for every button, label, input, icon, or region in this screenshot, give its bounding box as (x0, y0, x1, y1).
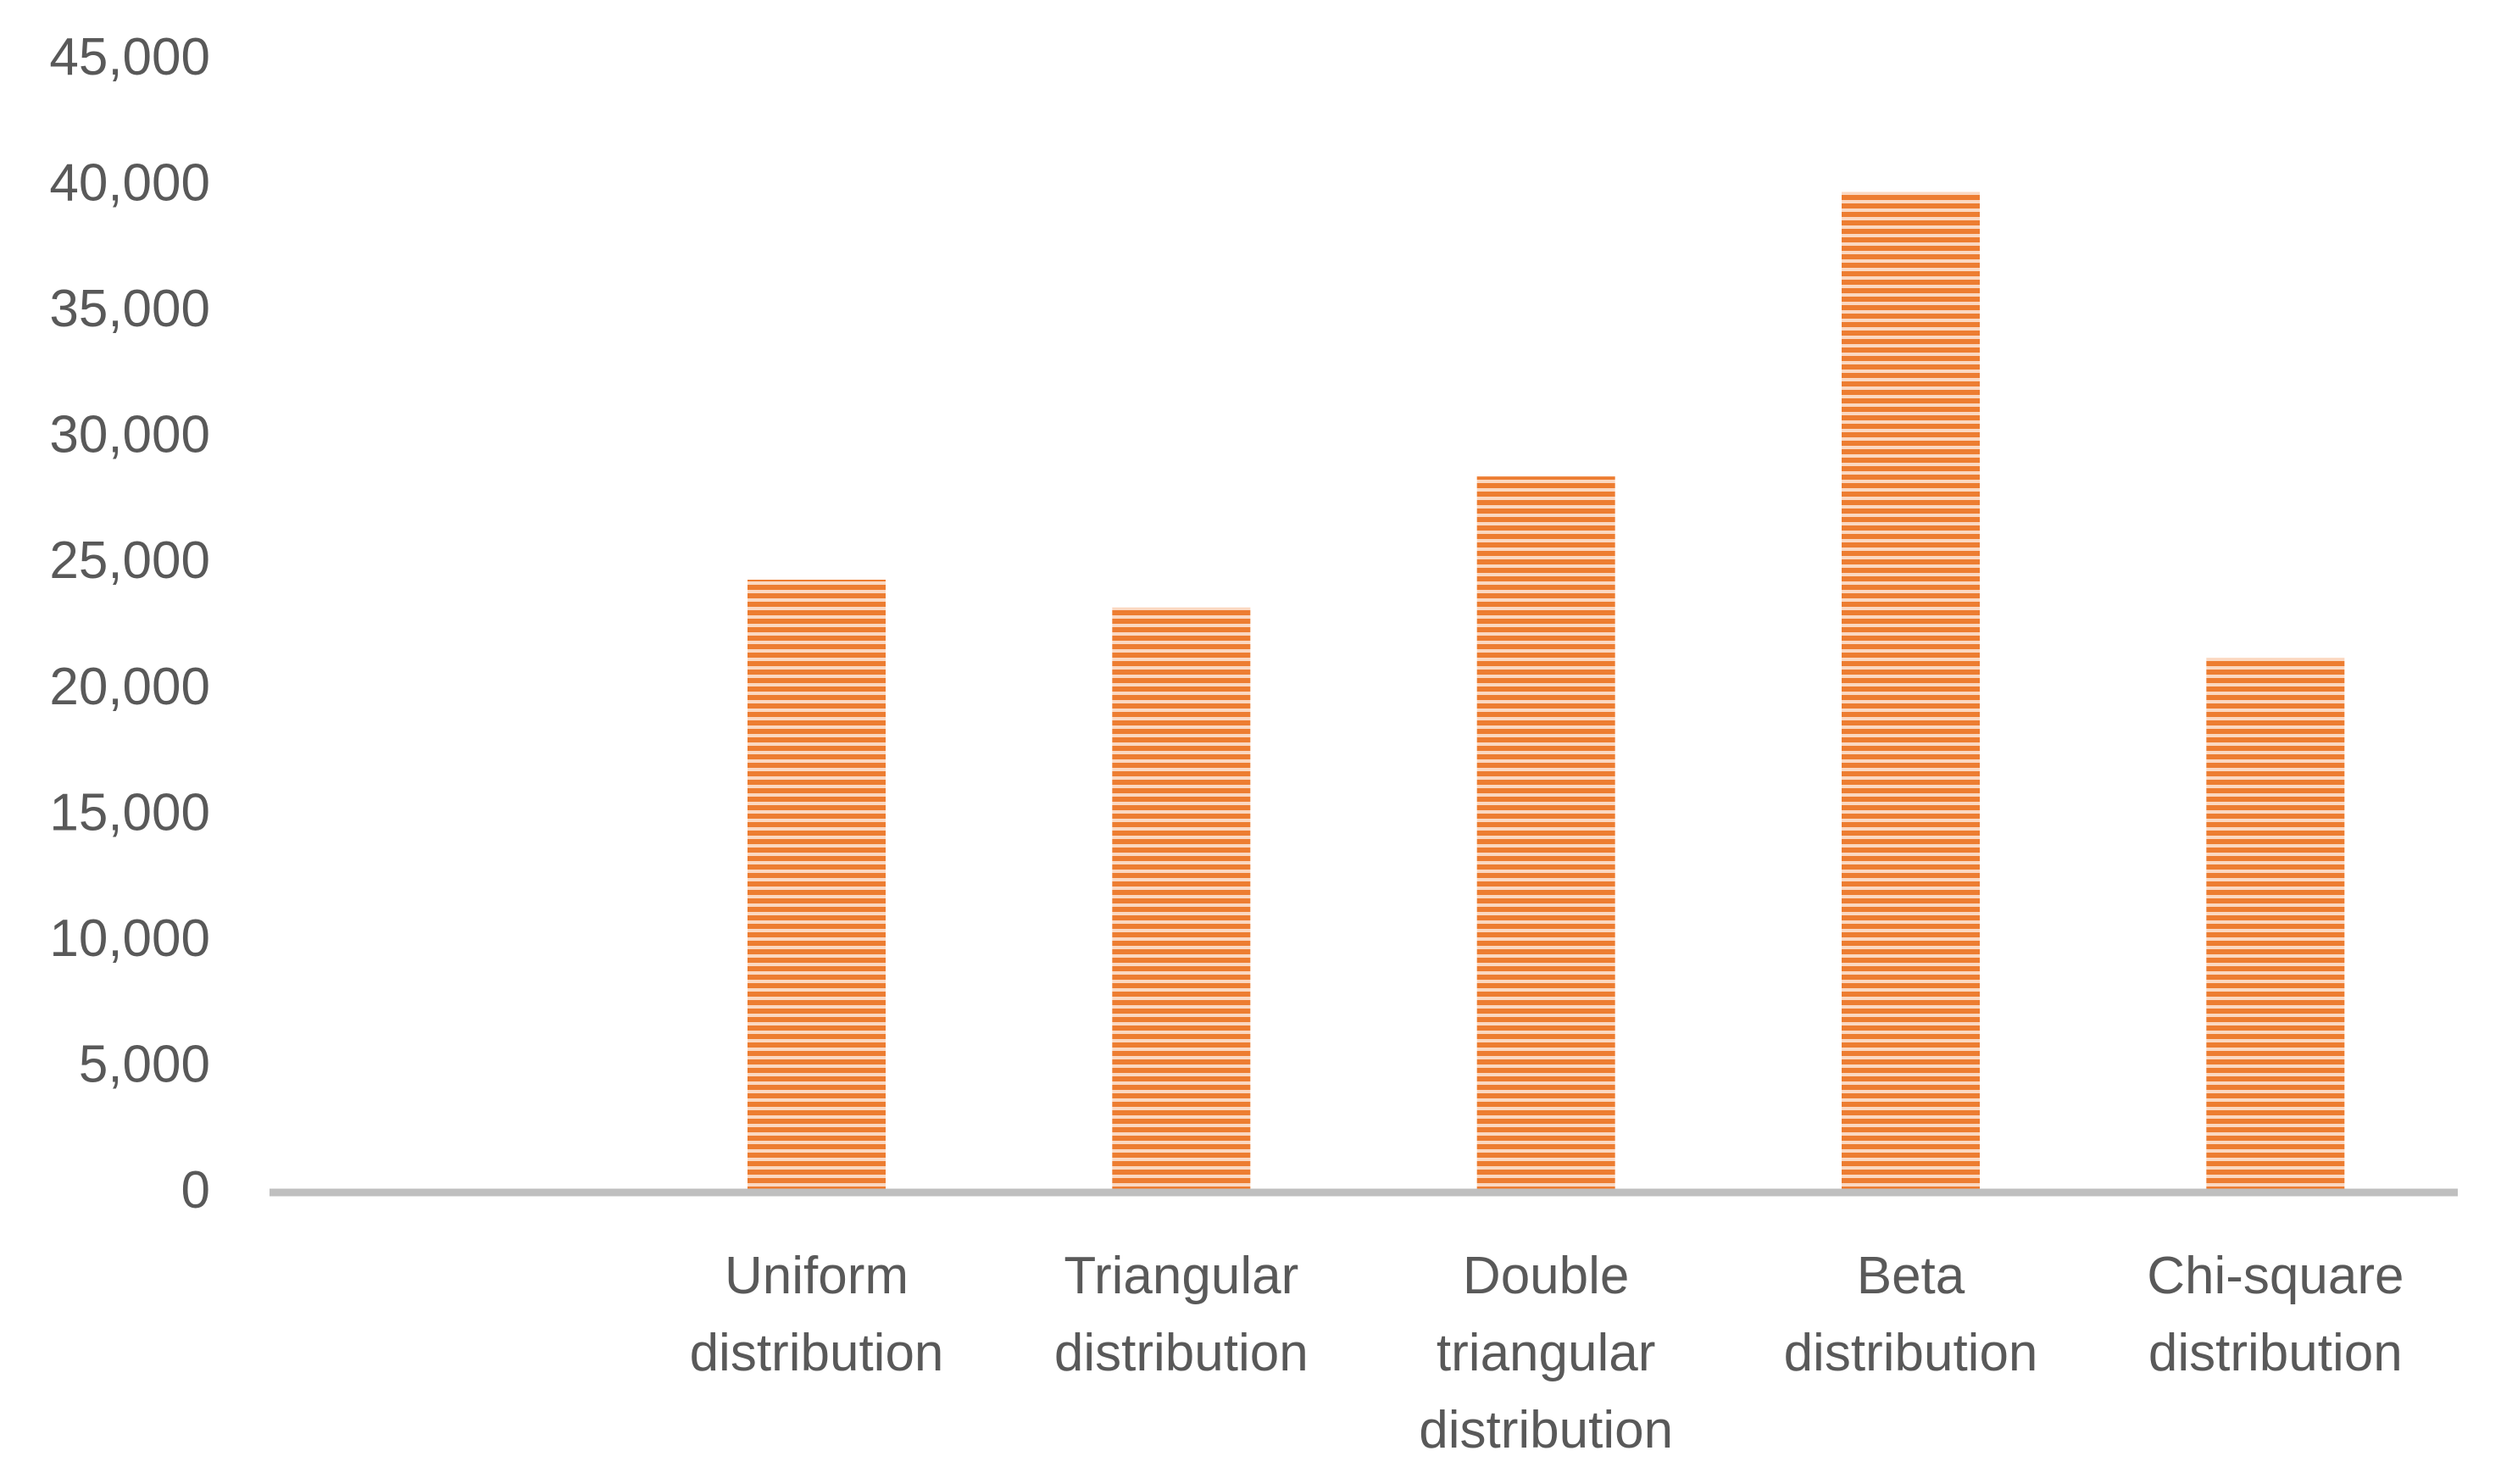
y-tick-label: 15,000 (49, 783, 210, 842)
x-tick-label: Beta distribution (1784, 1247, 2038, 1382)
x-tick-label-line: Triangular (1064, 1247, 1298, 1305)
x-tick-label-line: Uniform (725, 1247, 909, 1305)
y-tick-label: 10,000 (49, 909, 210, 968)
x-tick-label-line: distribution (1784, 1324, 2038, 1382)
x-tick-label-line: distribution (1419, 1401, 1673, 1459)
x-tick-label-line: triangular (1437, 1324, 1655, 1382)
x-tick-label: Triangular distribution (1054, 1247, 1309, 1382)
y-axis-ticks: 0 5,000 10,000 15,000 20,000 25,000 30,000 35,0… (49, 28, 210, 1220)
x-tick-label-line: Double (1463, 1247, 1629, 1305)
y-tick-label: 40,000 (49, 154, 210, 213)
x-tick-label-line: distribution (1054, 1324, 1309, 1382)
x-tick-label: Uniform distribution (690, 1247, 944, 1382)
x-tick-label: Chi-square distribution (2147, 1247, 2404, 1382)
y-tick-label: 45,000 (49, 28, 210, 86)
bar (1112, 607, 1251, 1189)
x-tick-label-line: Chi-square (2147, 1247, 2404, 1305)
y-tick-label: 30,000 (49, 406, 210, 464)
y-tick-label: 20,000 (49, 658, 210, 716)
y-tick-label: 25,000 (49, 531, 210, 590)
x-tick-label-line: distribution (2148, 1324, 2403, 1382)
x-tick-label-line: Beta (1857, 1247, 1965, 1305)
bar (748, 579, 886, 1189)
bar (1842, 192, 1980, 1190)
y-tick-label: 5,000 (79, 1035, 210, 1093)
x-axis-labels: Uniform distribution Triangular distributio… (690, 1247, 2404, 1459)
x-tick-label: Double triangular distribution (1419, 1247, 1673, 1459)
y-tick-label: 35,000 (49, 280, 210, 338)
bar (2206, 658, 2345, 1189)
bar (1476, 476, 1615, 1189)
x-tick-label-line: distribution (690, 1324, 944, 1382)
bars (748, 192, 2345, 1190)
y-tick-label: 0 (181, 1161, 210, 1220)
